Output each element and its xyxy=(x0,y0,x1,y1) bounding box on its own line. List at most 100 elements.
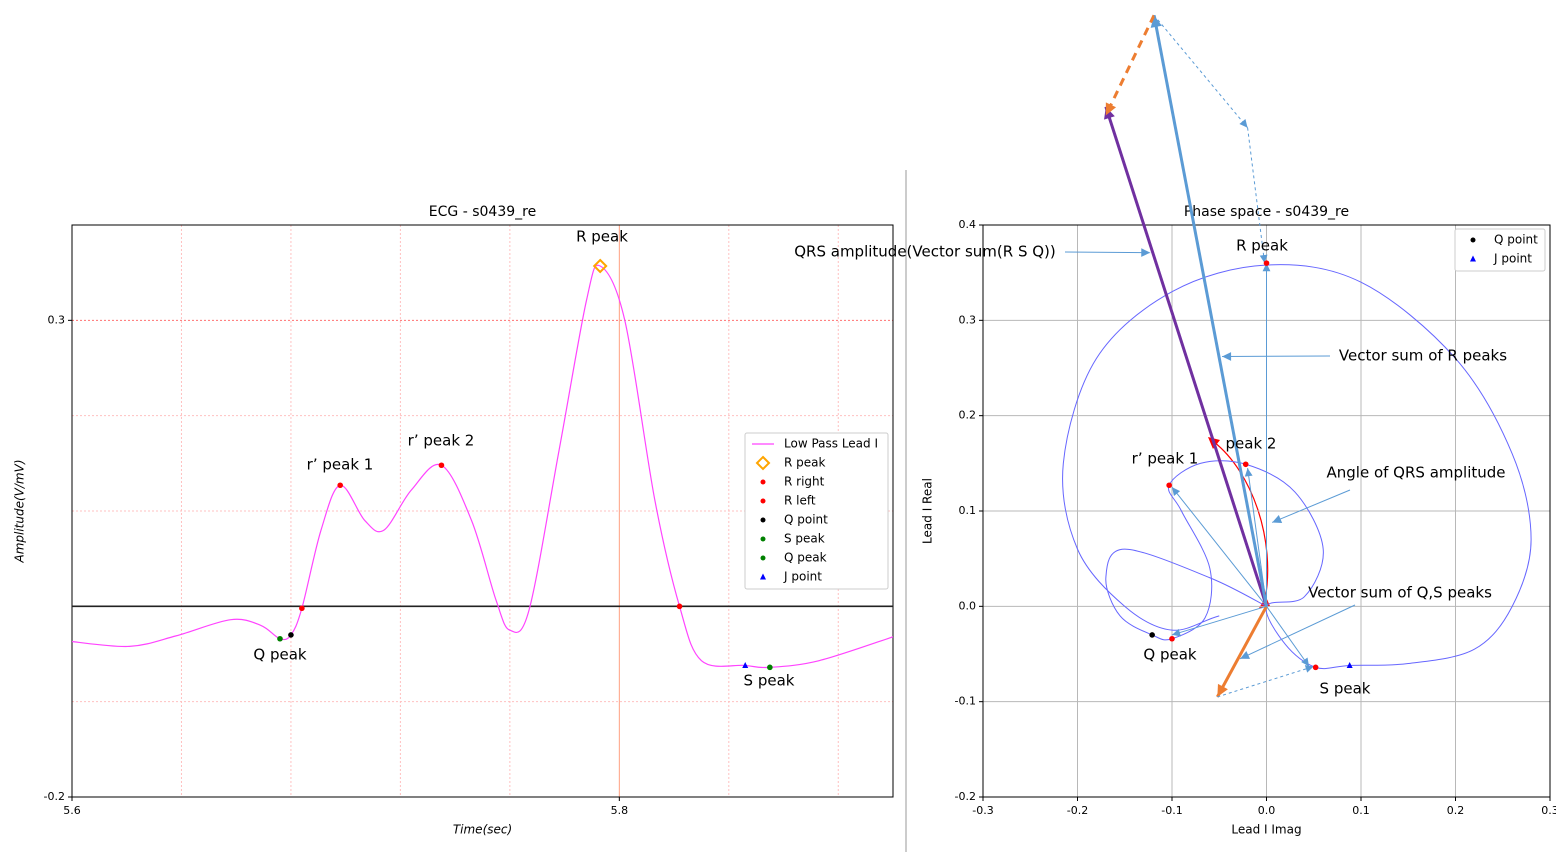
annotation-arrowhead xyxy=(1222,352,1232,361)
annotation: Angle of QRS amplitude xyxy=(1327,464,1506,482)
marker xyxy=(288,632,294,638)
marker xyxy=(742,661,749,668)
y-tick-label: 0.3 xyxy=(48,313,66,326)
x-tick-label: -0.1 xyxy=(1161,804,1182,817)
x-tick-label: 5.6 xyxy=(63,804,81,817)
marker xyxy=(1312,664,1319,671)
plot-frame xyxy=(982,224,1551,798)
annotation: Q peak xyxy=(1143,646,1197,664)
legend-label: Low Pass Lead I xyxy=(784,437,878,451)
angle-arc xyxy=(1213,441,1269,601)
annotation: r’ peak 1 xyxy=(1132,450,1199,468)
legend-label: Q point xyxy=(784,513,828,527)
marker xyxy=(1149,632,1155,638)
legend-swatch xyxy=(760,517,766,523)
vector-arrowhead xyxy=(1259,254,1268,264)
marker xyxy=(337,482,343,489)
annotation: S peak xyxy=(1320,680,1371,698)
chart-title: ECG - s0439_re xyxy=(429,204,536,220)
vector xyxy=(1153,14,1248,129)
vector-arrowhead xyxy=(1217,683,1228,697)
legend-swatch xyxy=(1470,255,1476,262)
x-tick-label: 0.1 xyxy=(1352,804,1370,817)
annotation-arrow xyxy=(1271,489,1351,523)
y-tick-label: 0.2 xyxy=(959,409,977,422)
marker xyxy=(1166,482,1172,489)
marker xyxy=(438,462,445,469)
marker xyxy=(299,605,305,612)
annotation-arrow xyxy=(1222,355,1331,358)
legend-label: Q peak xyxy=(784,551,827,565)
legend-swatch xyxy=(760,573,766,580)
vector xyxy=(1171,605,1267,636)
marker xyxy=(1263,260,1270,266)
legend-label: S peak xyxy=(784,532,825,546)
annotation: peak 2 xyxy=(1226,435,1277,453)
x-tick-label: -0.2 xyxy=(1067,804,1088,817)
y-tick-label: 0.4 xyxy=(959,218,977,231)
marker xyxy=(592,258,608,274)
y-tick-label: 0.1 xyxy=(959,504,977,517)
annotation: r’ peak 2 xyxy=(408,432,475,450)
vector xyxy=(1216,605,1268,698)
legend-label: J point xyxy=(783,570,822,584)
x-axis-label: Time(sec) xyxy=(453,823,512,837)
vector-arrowhead xyxy=(1172,487,1181,496)
plot-frame xyxy=(71,224,894,798)
marker xyxy=(1346,661,1353,668)
vector-arrowhead xyxy=(1239,119,1248,128)
x-tick-label: 0.2 xyxy=(1447,804,1465,817)
vector xyxy=(1247,127,1266,264)
vector xyxy=(1171,486,1267,607)
vector-arrowhead xyxy=(1244,468,1253,477)
marker xyxy=(277,635,283,642)
annotation: Vector sum of R peaks xyxy=(1339,347,1507,365)
vector xyxy=(1104,106,1268,607)
vector-arrowhead xyxy=(1172,628,1181,637)
y-tick-label: -0.2 xyxy=(44,790,65,803)
x-axis-label: Lead I Imag xyxy=(1231,823,1301,837)
y-tick-label: 0.0 xyxy=(959,599,977,612)
annotation: R peak xyxy=(1236,237,1288,255)
vector-arrowhead xyxy=(1105,102,1117,116)
x-tick-label: 0.0 xyxy=(1258,804,1276,817)
annotation-arrowhead xyxy=(1272,514,1283,523)
annotation: r’ peak 1 xyxy=(307,456,374,474)
vector xyxy=(1217,665,1314,698)
annotation: Vector sum of Q,S peaks xyxy=(1308,584,1492,602)
legend-box xyxy=(744,432,889,590)
vector-arrowhead xyxy=(1304,665,1314,673)
y-tick-label: -0.1 xyxy=(955,695,976,708)
legend-swatch xyxy=(1470,237,1476,243)
annotation: S peak xyxy=(744,672,795,690)
vector-arrowhead xyxy=(1301,657,1310,667)
marker xyxy=(1242,461,1249,468)
legend-swatch xyxy=(760,479,766,485)
legend-box xyxy=(1454,228,1546,272)
annotation: R peak xyxy=(576,228,628,246)
x-tick-label: 5.8 xyxy=(611,804,629,817)
marker xyxy=(767,664,773,671)
y-axis-label: Amplitude(V/mV) xyxy=(13,459,27,563)
legend-label: Q point xyxy=(1494,233,1538,247)
legend-label: R peak xyxy=(784,456,826,470)
y-axis-label: Lead I Real xyxy=(921,478,935,544)
vector xyxy=(1104,14,1156,117)
legend-swatch xyxy=(760,536,766,542)
annotation-arrow xyxy=(1239,604,1356,660)
x-tick-label: -0.3 xyxy=(972,804,993,817)
annotation-arrow xyxy=(1064,251,1151,254)
legend-label: R left xyxy=(784,494,816,508)
annotation-arrowhead xyxy=(1141,248,1151,257)
legend-swatch xyxy=(760,555,766,561)
legend-swatch xyxy=(755,455,771,471)
legend-label: R right xyxy=(784,475,825,489)
annotation: QRS amplitude(Vector sum(R S Q)) xyxy=(794,243,1056,261)
vector-arrowhead xyxy=(1262,263,1271,272)
y-tick-label: 0.3 xyxy=(959,313,977,326)
annotation: Q peak xyxy=(253,646,307,664)
chart-title: Phase space - s0439_re xyxy=(1184,204,1349,220)
legend-label: J point xyxy=(1493,252,1532,266)
marker xyxy=(1169,635,1175,642)
